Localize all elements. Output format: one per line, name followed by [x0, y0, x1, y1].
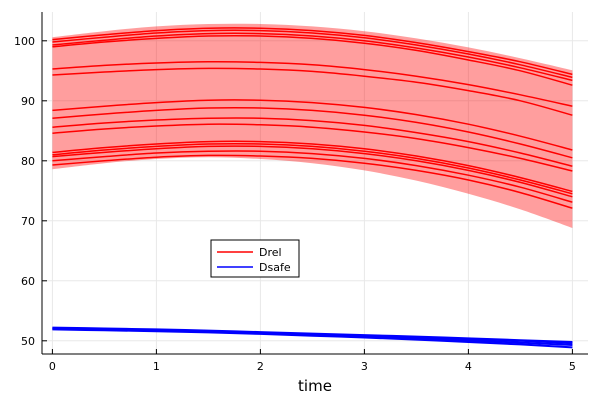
drel-line — [52, 150, 573, 203]
y-axis-ticks: 50 60 70 80 90 100 — [14, 35, 47, 348]
drel-line — [52, 142, 573, 195]
x-tick-label: 3 — [361, 360, 368, 373]
x-axis-title: time — [298, 377, 332, 395]
y-tick-label: 50 — [21, 335, 35, 348]
drel-confidence-band — [52, 23, 573, 229]
drel-line — [52, 34, 573, 86]
x-tick-label: 4 — [465, 360, 472, 373]
y-tick-label: 70 — [21, 215, 35, 228]
y-tick-label: 100 — [14, 35, 35, 48]
drel-line — [52, 67, 573, 116]
drel-line — [52, 123, 573, 172]
legend-label-dsafe: Dsafe — [259, 261, 291, 274]
y-tick-label: 80 — [21, 155, 35, 168]
drel-line — [52, 145, 573, 198]
x-axis-ticks: 0 1 2 3 4 5 — [49, 349, 576, 373]
x-tick-label: 1 — [153, 360, 160, 373]
series-lines — [52, 27, 573, 349]
drel-line — [52, 29, 573, 79]
drel-line — [52, 117, 573, 167]
y-tick-label: 90 — [21, 95, 35, 108]
legend-label-drel: Drel — [259, 246, 282, 259]
drel-line — [52, 99, 573, 151]
x-tick-label: 2 — [257, 360, 264, 373]
dsafe-line — [52, 328, 573, 349]
drel-line — [52, 154, 573, 209]
drel-line — [52, 140, 573, 193]
drel-line — [52, 27, 573, 76]
x-tick-label: 0 — [49, 360, 56, 373]
legend-box — [210, 239, 300, 278]
x-tick-label: 5 — [569, 360, 576, 373]
drel-line — [52, 61, 573, 107]
drel-line — [52, 106, 573, 159]
y-tick-label: 60 — [21, 275, 35, 288]
legend: Drel Dsafe — [210, 239, 300, 278]
drel-band — [52, 23, 573, 229]
drel-line — [52, 32, 573, 82]
